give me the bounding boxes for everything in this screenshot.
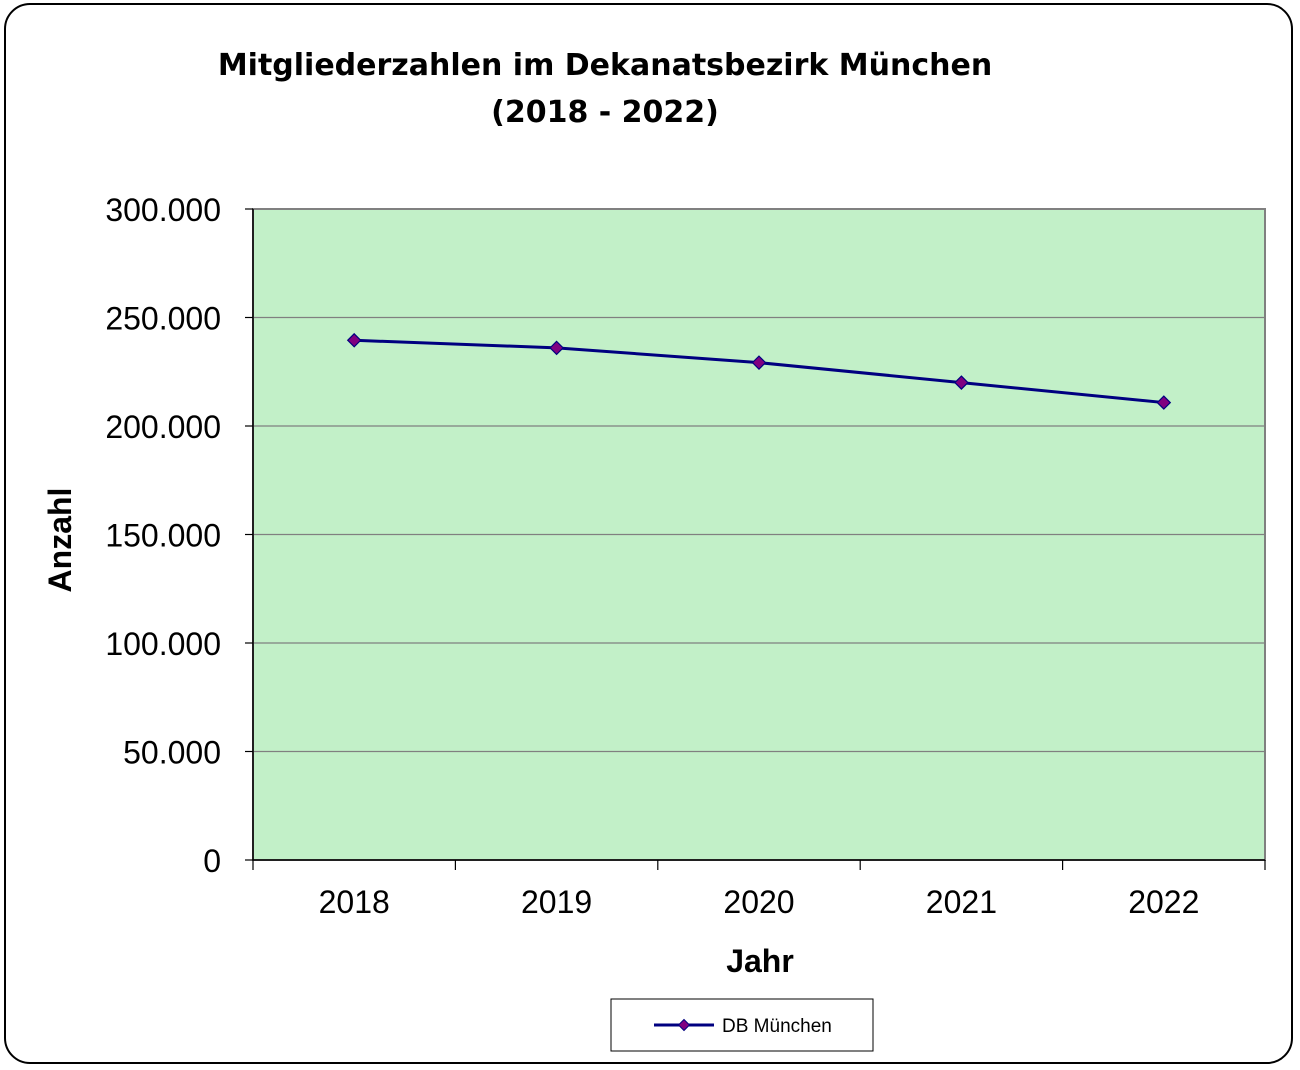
y-tick-label: 200.000	[105, 409, 221, 445]
y-tick-label: 150.000	[105, 518, 221, 554]
data-point	[751, 355, 767, 370]
legend-label: DB München	[722, 1016, 832, 1037]
gridlines	[253, 316, 1265, 753]
data-point	[549, 340, 564, 356]
x-tick-label: 2020	[723, 884, 794, 920]
data-point	[1156, 395, 1172, 410]
y-axis-title: Anzahl	[42, 488, 78, 593]
x-tick-label: 2019	[521, 884, 592, 920]
legend-marker	[677, 1018, 691, 1032]
data-point	[954, 375, 969, 390]
x-tick-label: 2022	[1128, 884, 1199, 920]
x-tick-label: 2018	[319, 884, 390, 920]
x-axis-ticks: 2018 2019 2020 2021 2022	[252, 860, 1266, 920]
y-tick-label: 100.000	[105, 626, 221, 662]
series-group	[346, 332, 1172, 410]
y-axis-ticks: 0 50.000 100.000 150.000 200.000 250.000 300.0…	[105, 192, 253, 879]
chart-subtitle: (2018 - 2022)	[491, 95, 719, 130]
y-tick-label: 300.000	[105, 192, 221, 228]
chart-title: Mitgliederzahlen im Dekanatsbezirk Münch…	[218, 48, 992, 83]
data-point	[346, 332, 362, 348]
legend: DB München	[610, 998, 874, 1052]
x-axis-title: Jahr	[726, 943, 794, 979]
y-tick-label: 50.000	[123, 735, 221, 771]
x-tick-label: 2021	[926, 884, 997, 920]
y-tick-label: 0	[203, 843, 221, 879]
y-tick-label: 250.000	[105, 301, 221, 337]
